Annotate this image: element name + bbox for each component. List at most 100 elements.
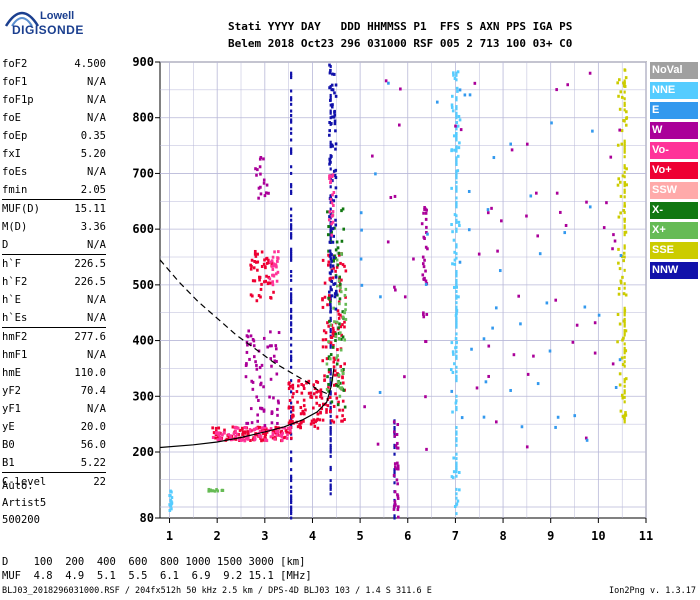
param-value: N/A	[87, 166, 106, 178]
echo-point	[338, 322, 341, 326]
echo-column-mark	[290, 149, 293, 153]
echo-point	[468, 93, 472, 97]
echo-point	[328, 215, 331, 219]
echo-column-mark	[290, 131, 293, 135]
echo-point	[274, 425, 278, 429]
echo-point	[216, 489, 220, 493]
echo-point	[258, 275, 262, 279]
echo-column-mark	[455, 443, 458, 447]
echo-point	[263, 425, 267, 429]
echo-point	[337, 279, 341, 283]
param-label: h`E	[2, 294, 21, 306]
echo-column-mark	[329, 414, 332, 418]
echo-point	[455, 309, 459, 313]
echo-point	[343, 264, 346, 268]
legend-item-nnw: NNW	[650, 262, 698, 279]
param-value: N/A	[87, 239, 106, 251]
echo-column-mark	[290, 314, 293, 318]
echo-point	[337, 384, 340, 388]
echo-point	[343, 418, 346, 422]
echo-point	[338, 394, 342, 398]
echo-point	[304, 408, 307, 412]
echo-column-mark	[329, 145, 332, 149]
echo-point	[387, 81, 390, 85]
echo-point	[288, 399, 292, 403]
echo-point	[275, 429, 278, 433]
echo-point	[331, 173, 335, 177]
echo-point	[324, 331, 328, 335]
legend-item-noval: NoVal	[650, 62, 698, 79]
echo-point	[425, 225, 428, 229]
echo-column-mark	[623, 418, 626, 422]
echo-point	[251, 437, 255, 441]
param-value: 22	[93, 476, 106, 488]
echo-point	[619, 254, 623, 258]
echo-point	[424, 279, 428, 283]
echo-point	[275, 272, 278, 276]
param-value: 110.0	[74, 367, 106, 379]
echo-column-mark	[393, 481, 396, 485]
echo-point	[625, 116, 629, 120]
echo-column-mark	[290, 274, 293, 278]
echo-column-mark	[329, 448, 332, 452]
echo-point	[512, 353, 516, 357]
echo-column-mark	[290, 214, 293, 218]
echo-column-mark	[393, 432, 396, 436]
echo-point	[331, 103, 334, 107]
echo-point	[215, 436, 219, 440]
echo-point	[617, 247, 620, 251]
echo-point	[334, 218, 337, 222]
echo-point	[276, 421, 279, 425]
echo-point	[623, 204, 626, 208]
echo-point	[263, 280, 266, 284]
echo-point	[395, 446, 399, 450]
echo-point	[624, 123, 628, 127]
echo-point	[268, 395, 271, 399]
echo-point	[620, 393, 624, 397]
echo-point	[496, 249, 499, 253]
echo-point	[334, 83, 338, 87]
echo-point	[394, 444, 398, 448]
echo-point	[331, 345, 335, 349]
echo-column-mark	[455, 321, 458, 325]
echo-column-mark	[290, 249, 293, 253]
echo-point	[260, 250, 264, 254]
echo-point	[339, 282, 342, 286]
echo-point	[245, 334, 249, 338]
echo-point	[319, 390, 323, 394]
echo-point	[344, 295, 347, 299]
echo-column-mark	[623, 360, 626, 364]
echo-point	[328, 210, 332, 214]
echo-column-mark	[290, 151, 293, 155]
echo-point	[328, 174, 331, 178]
echo-column-mark	[393, 443, 396, 447]
echo-point	[168, 508, 172, 512]
param-row: yF1 N/A	[2, 400, 106, 418]
echo-column-mark	[329, 439, 332, 443]
param-value: 56.0	[80, 439, 106, 451]
echo-point	[337, 373, 341, 377]
echo-point	[487, 374, 490, 378]
echo-point	[263, 436, 267, 440]
echo-point	[234, 430, 237, 434]
echo-point	[259, 381, 263, 385]
echo-point	[339, 290, 343, 294]
echo-point	[331, 227, 335, 231]
echo-column-mark	[290, 365, 293, 369]
echo-point	[619, 409, 623, 413]
echo-point	[264, 438, 267, 442]
param-label: C-level	[2, 476, 47, 488]
echo-point	[525, 445, 529, 449]
y-tick-label: 500	[132, 278, 154, 292]
echo-point	[285, 436, 289, 440]
echo-point	[270, 264, 274, 268]
echo-point	[240, 436, 244, 440]
echo-point	[463, 93, 467, 97]
echo-column-mark	[455, 512, 458, 516]
echo-point	[254, 254, 258, 258]
echo-column-mark	[455, 370, 458, 374]
echo-point	[421, 262, 425, 266]
echo-column-mark	[329, 465, 332, 469]
muf-table: D 100 200 400 600 800 1000 1500 3000 [km…	[2, 555, 312, 583]
